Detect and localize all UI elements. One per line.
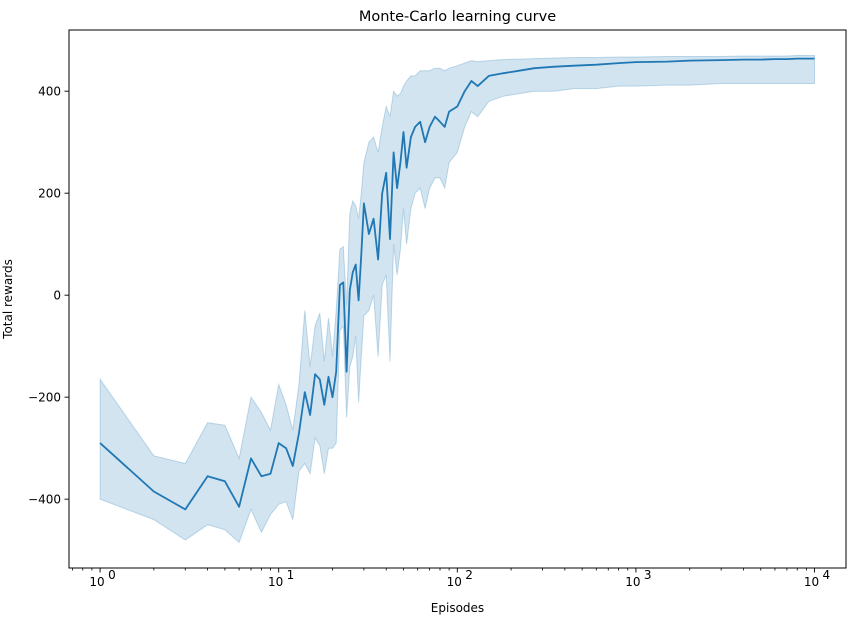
x-tick-label: 10 xyxy=(804,575,819,589)
confidence-band-layer xyxy=(99,55,815,544)
x-tick-exponent: 0 xyxy=(108,568,116,582)
x-axis-label: Episodes xyxy=(431,601,484,615)
x-tick-label: 10 xyxy=(268,575,283,589)
x-tick-exponent: 3 xyxy=(644,568,652,582)
mean-reward-line xyxy=(99,57,815,511)
y-tick-label: −400 xyxy=(28,493,61,507)
x-tick-exponent: 2 xyxy=(465,568,473,582)
y-axis-label: Total rewards xyxy=(1,259,15,340)
x-tick-exponent: 4 xyxy=(823,568,831,582)
x-tick-label: 10 xyxy=(625,575,640,589)
chart-title: Monte-Carlo learning curve xyxy=(359,9,556,25)
y-axis-ticks: −400 −200 0 200 400 xyxy=(28,85,69,507)
x-axis-ticks: 10 0 10 1 10 2 10 3 10 4 xyxy=(71,568,831,589)
y-tick-label: 400 xyxy=(38,85,61,99)
x-tick-label: 10 xyxy=(89,575,104,589)
mean-line-layer xyxy=(99,57,815,511)
y-tick-label: −200 xyxy=(28,391,61,405)
confidence-band xyxy=(99,55,815,544)
y-tick-label: 200 xyxy=(38,187,61,201)
x-tick-exponent: 1 xyxy=(287,568,295,582)
y-tick-label: 0 xyxy=(53,289,61,303)
x-tick-label: 10 xyxy=(447,575,462,589)
